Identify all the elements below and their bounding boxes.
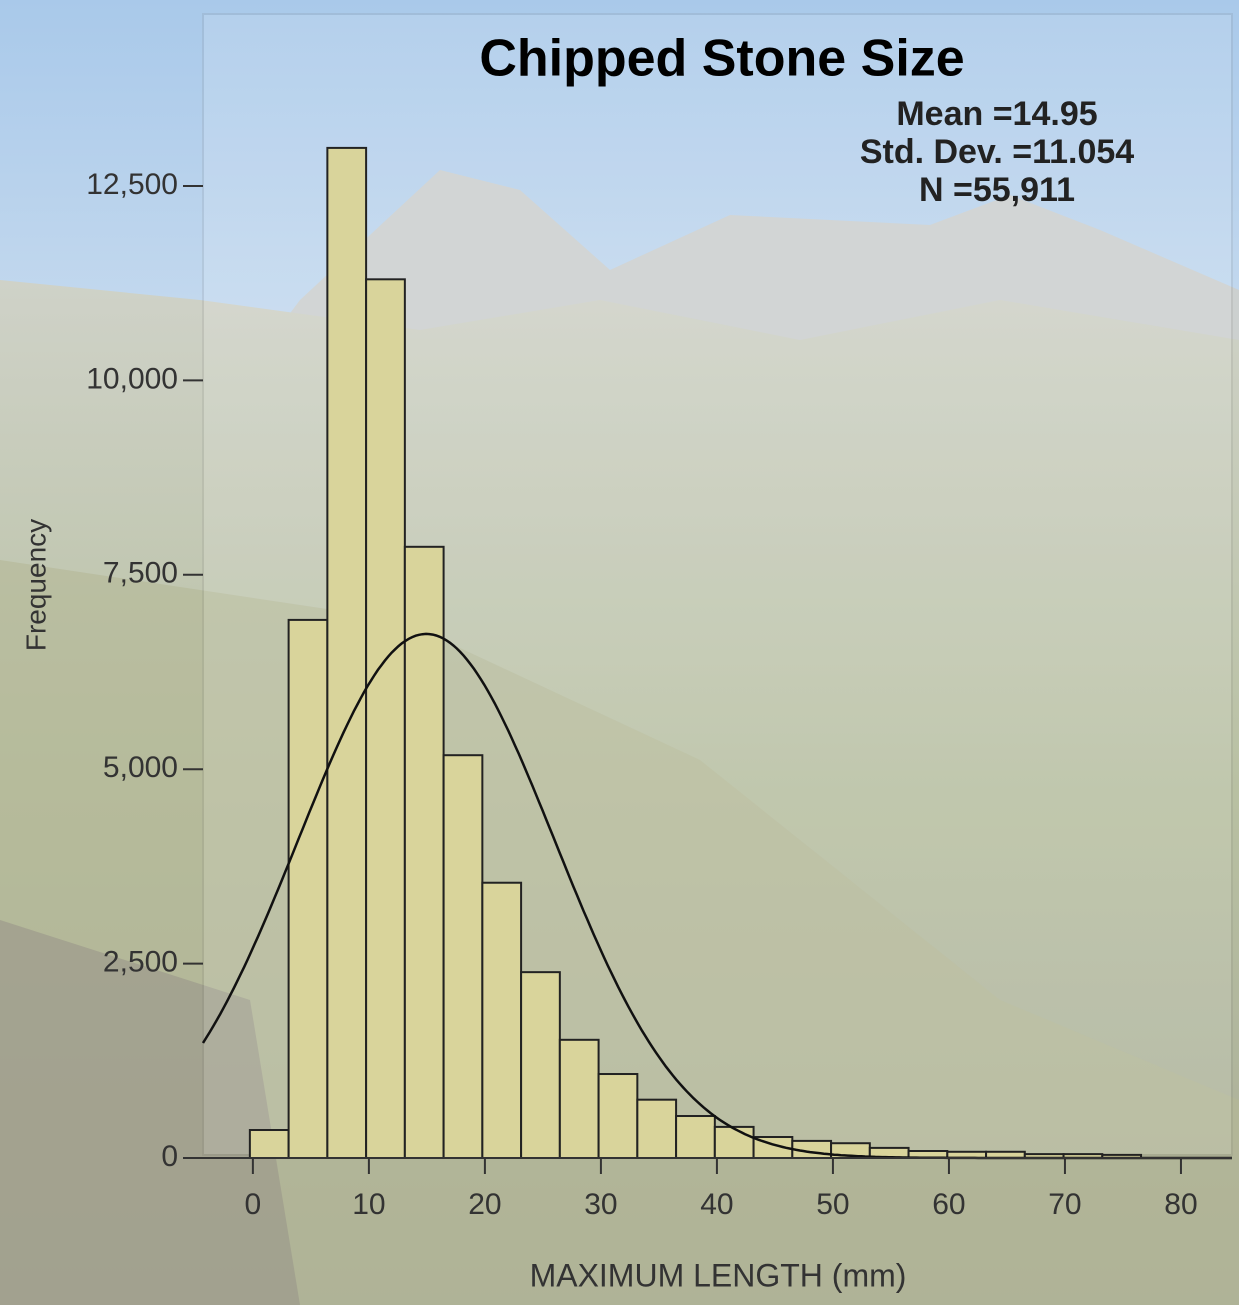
x-tick-label: 10	[352, 1188, 385, 1221]
bar	[248, 1129, 290, 1159]
bar	[326, 146, 368, 1160]
bar	[597, 1073, 639, 1159]
x-tick-label: 20	[468, 1188, 501, 1221]
bar	[287, 618, 329, 1159]
x-tick-label: 30	[584, 1188, 617, 1221]
stat-label: Std. Dev. =11.054	[860, 133, 1134, 171]
x-tick-label: 60	[932, 1188, 965, 1221]
x-axis-label: MAXIMUM LENGTH (mm)	[530, 1257, 907, 1293]
x-tick-label: 40	[700, 1188, 733, 1221]
stat-label: Mean =14.95	[896, 95, 1097, 133]
y-tick-label: 12,500	[86, 168, 178, 201]
y-tick-label: 10,000	[86, 362, 178, 395]
x-tick-label: 70	[1048, 1188, 1081, 1221]
x-tick-label: 80	[1164, 1188, 1197, 1221]
bar	[713, 1125, 755, 1159]
y-tick-label: 0	[161, 1140, 178, 1173]
y-axis-label: Frequency	[20, 519, 51, 651]
bar	[365, 278, 406, 1159]
bar	[558, 1038, 600, 1159]
bar	[442, 754, 484, 1159]
y-tick-label: 5,000	[103, 751, 178, 784]
bar	[520, 971, 561, 1159]
y-tick-label: 7,500	[103, 557, 178, 590]
y-tick-label: 2,500	[103, 946, 178, 979]
chart-title: Chipped Stone Size	[479, 30, 964, 88]
stat-label: N =55,911	[919, 171, 1075, 209]
x-tick-label: 0	[245, 1188, 262, 1221]
bar	[481, 881, 523, 1159]
bar	[403, 545, 445, 1159]
bar	[675, 1115, 716, 1159]
x-tick-label: 50	[816, 1188, 849, 1221]
bar	[636, 1098, 678, 1160]
